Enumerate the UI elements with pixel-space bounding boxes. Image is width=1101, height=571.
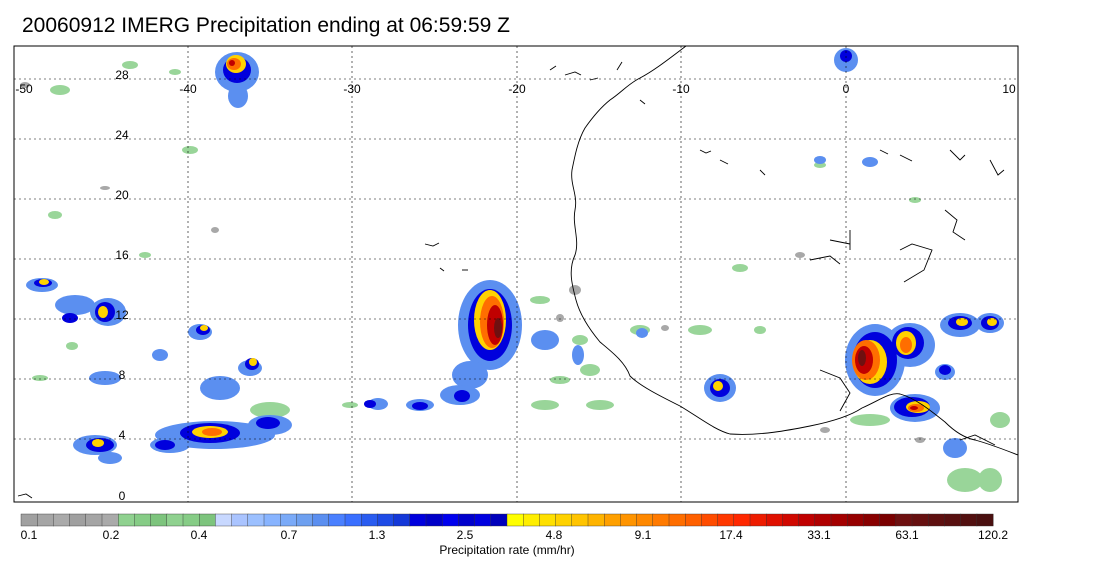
colorbar-tick-label: 4.8 (546, 528, 563, 542)
colorbar-swatch (944, 513, 962, 527)
lat-label: 20 (115, 188, 129, 202)
colorbar-swatch (296, 513, 314, 527)
colorbar-tick-label: 120.2 (978, 528, 1008, 542)
colorbar-swatch (69, 513, 87, 527)
colorbar-swatch (215, 513, 233, 527)
colorbar-swatch (20, 513, 38, 527)
colorbar-swatch (798, 513, 816, 527)
colorbar-swatch (717, 513, 735, 527)
colorbar-swatch (344, 513, 362, 527)
colorbar-tick-label: 0.1 (21, 528, 38, 542)
colorbar-swatch (960, 513, 978, 527)
colorbar-title: Precipitation rate (mm/hr) (439, 543, 575, 557)
colorbar-swatch (263, 513, 281, 527)
colorbar-swatch (85, 513, 103, 527)
colorbar-swatch (911, 513, 929, 527)
colorbar-swatch (458, 513, 476, 527)
map-title: 20060912 IMERG Precipitation ending at 0… (22, 14, 510, 37)
lat-label: 12 (115, 308, 129, 322)
colorbar-swatch (766, 513, 783, 527)
lon-label: 0 (843, 82, 850, 96)
colorbar-swatch (166, 513, 184, 527)
colorbar-swatch (685, 513, 702, 527)
colorbar-swatch (231, 513, 249, 527)
colorbar-tick-label: 17.4 (719, 528, 743, 542)
lat-label: 8 (119, 368, 126, 382)
colorbar-swatch (976, 513, 994, 527)
colorbar-swatch (928, 513, 945, 527)
map-frame (13, 45, 1019, 503)
colorbar-swatch (328, 513, 346, 527)
colorbar-swatch (53, 513, 71, 527)
colorbar-swatch (182, 513, 200, 527)
colorbar-swatch (830, 513, 848, 527)
colorbar-tick-label: 2.5 (457, 528, 474, 542)
colorbar-swatch (409, 513, 427, 527)
precipitation-field (20, 48, 1010, 492)
colorbar-swatch (863, 513, 881, 527)
colorbar-swatch (733, 513, 751, 527)
colorbar-swatch (571, 513, 589, 527)
colorbar-swatch (393, 513, 411, 527)
colorbar-tick-label: 9.1 (635, 528, 652, 542)
colorbar (20, 513, 994, 527)
colorbar-swatch (701, 513, 719, 527)
colorbar-swatch (506, 513, 524, 527)
colorbar-swatch (879, 513, 897, 527)
colorbar-tick-label: 33.1 (807, 528, 831, 542)
colorbar-swatch (782, 513, 800, 527)
colorbar-swatch (134, 513, 152, 527)
latitude-labels: 28 24 20 16 12 8 4 0 (115, 68, 129, 503)
colorbar-swatch (523, 513, 540, 527)
colorbar-tick-label: 1.3 (369, 528, 386, 542)
lon-label: -30 (343, 82, 361, 96)
graticule (14, 46, 1018, 502)
longitude-labels: -50 -40 -30 -20 -10 0 10 (15, 82, 1016, 96)
colorbar-swatch (280, 513, 297, 527)
coastline (17, 46, 1018, 499)
colorbar-tick-label: 0.2 (103, 528, 120, 542)
colorbar-swatch (312, 513, 330, 527)
colorbar-swatch (377, 513, 395, 527)
colorbar-tick-label: 0.7 (281, 528, 298, 542)
colorbar-swatch (490, 513, 508, 527)
lon-label: -50 (15, 82, 33, 96)
colorbar-swatch (555, 513, 573, 527)
colorbar-swatch (652, 513, 670, 527)
colorbar-swatch (749, 513, 767, 527)
colorbar-swatch (198, 513, 216, 527)
colorbar-swatch (117, 513, 135, 527)
colorbar-swatch (814, 513, 832, 527)
colorbar-swatch (539, 513, 557, 527)
colorbar-swatch (474, 513, 492, 527)
colorbar-swatch (247, 513, 265, 527)
colorbar-ticks: 0.1 0.2 0.4 0.7 1.3 2.5 4.8 9.1 17.4 33.… (21, 528, 1009, 542)
colorbar-swatch (425, 513, 443, 527)
colorbar-swatch (150, 513, 168, 527)
colorbar-swatch (587, 513, 605, 527)
colorbar-swatch (37, 513, 54, 527)
colorbar-swatch (604, 513, 621, 527)
colorbar-tick-label: 0.4 (191, 528, 208, 542)
colorbar-swatch (361, 513, 378, 527)
colorbar-swatch (847, 513, 864, 527)
lat-label: 24 (115, 128, 129, 142)
lon-label: 10 (1002, 82, 1016, 96)
lon-label: -20 (508, 82, 526, 96)
lat-label: 16 (115, 248, 129, 262)
lat-label: 4 (119, 428, 126, 442)
colorbar-swatch (620, 513, 638, 527)
colorbar-tick-label: 63.1 (895, 528, 919, 542)
lon-label: -40 (179, 82, 197, 96)
lon-label: -10 (672, 82, 690, 96)
colorbar-swatch (101, 513, 119, 527)
colorbar-swatch (636, 513, 654, 527)
lat-label: 28 (115, 68, 129, 82)
colorbar-swatch (442, 513, 459, 527)
colorbar-swatch (895, 513, 913, 527)
colorbar-swatch (668, 513, 686, 527)
lat-label: 0 (119, 489, 126, 503)
